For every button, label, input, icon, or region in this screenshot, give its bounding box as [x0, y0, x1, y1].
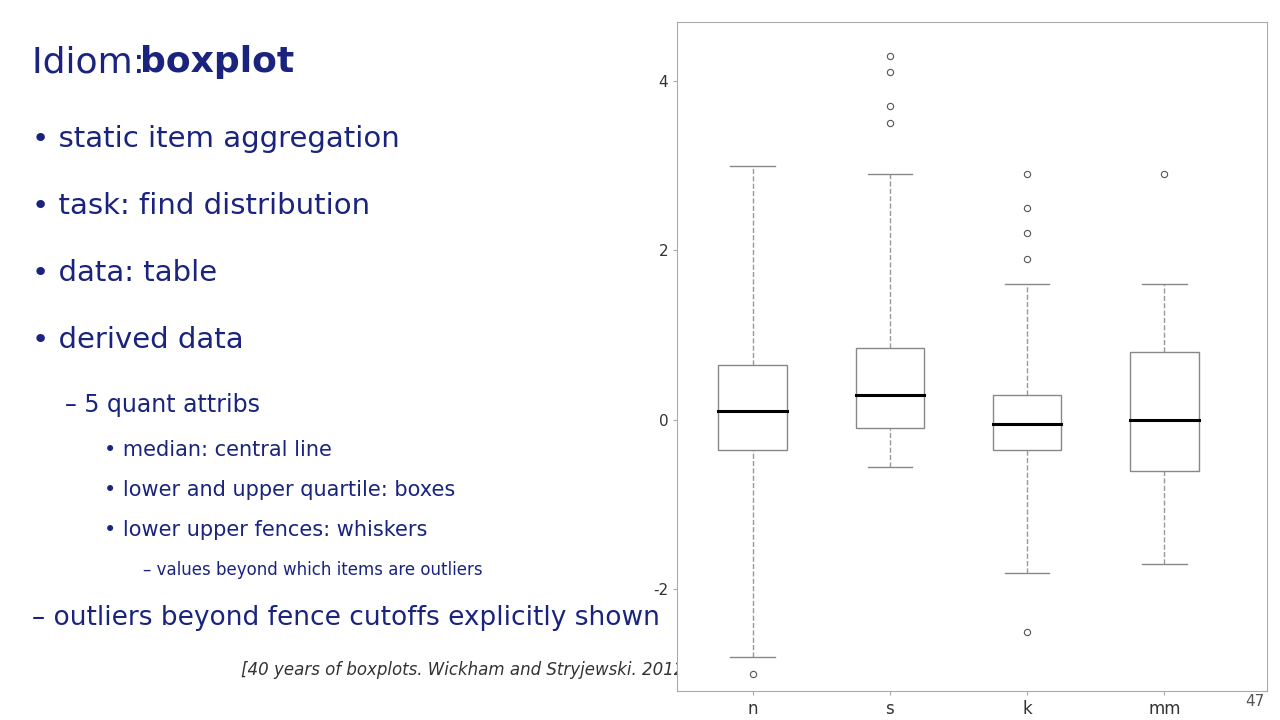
Bar: [855, 348, 924, 428]
Text: – 5 quant attribs: – 5 quant attribs: [65, 393, 260, 417]
Text: • derived data: • derived data: [32, 326, 244, 354]
Bar: [1130, 352, 1198, 471]
Text: boxplot: boxplot: [140, 45, 294, 79]
Text: – values beyond which items are outliers: – values beyond which items are outliers: [143, 561, 483, 579]
Text: • lower and upper quartile: boxes: • lower and upper quartile: boxes: [104, 480, 456, 500]
Bar: [718, 365, 787, 449]
Text: • median: central line: • median: central line: [104, 440, 332, 460]
Text: • lower upper fences: whiskers: • lower upper fences: whiskers: [104, 521, 428, 541]
Text: 47: 47: [1245, 694, 1265, 709]
Text: [40 years of boxplots. Wickham and Stryjewski. 2012. had.co.nz]: [40 years of boxplots. Wickham and Stryj…: [241, 661, 782, 679]
Text: – outliers beyond fence cutoffs explicitly shown: – outliers beyond fence cutoffs explicit…: [32, 606, 660, 631]
Text: • static item aggregation: • static item aggregation: [32, 125, 401, 153]
Text: Idiom:: Idiom:: [32, 45, 157, 79]
Bar: [993, 395, 1061, 449]
Text: • data: table: • data: table: [32, 259, 218, 287]
Text: • task: find distribution: • task: find distribution: [32, 192, 370, 220]
